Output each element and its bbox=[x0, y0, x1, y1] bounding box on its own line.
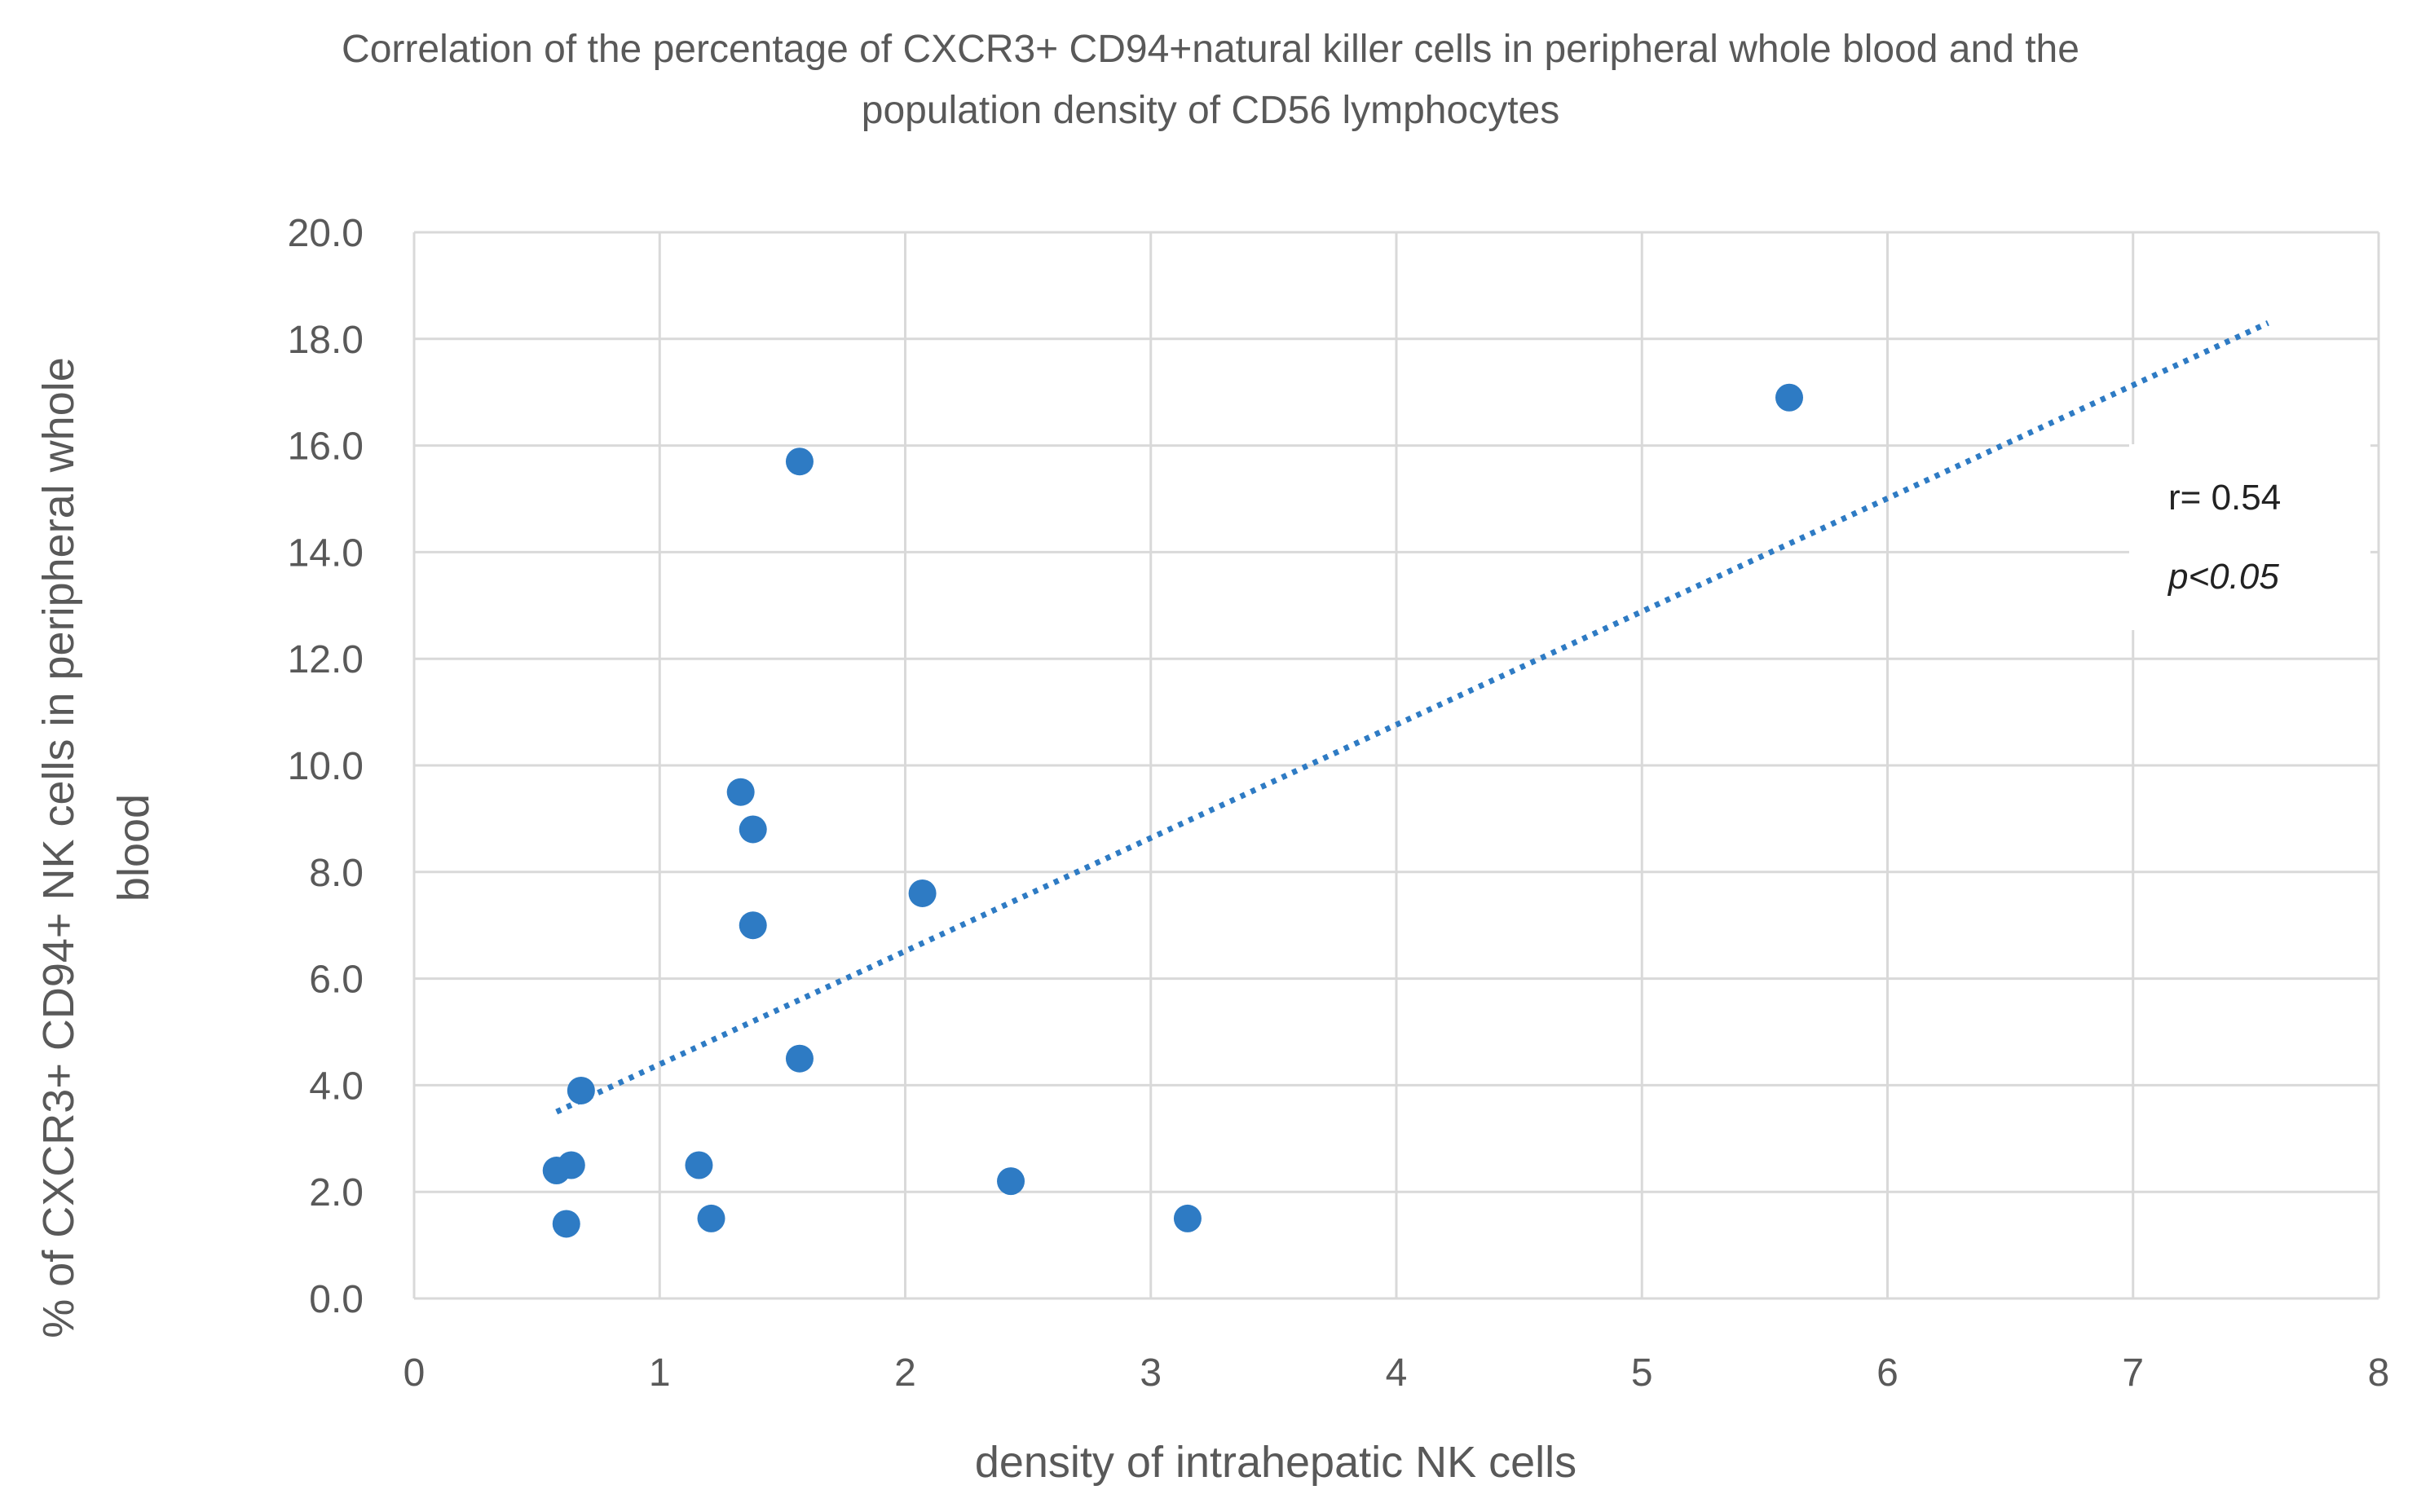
data-point bbox=[1775, 383, 1803, 412]
data-point bbox=[567, 1076, 595, 1104]
x-tick-label: 7 bbox=[2122, 1351, 2144, 1395]
x-tick-label: 5 bbox=[1631, 1351, 1653, 1395]
y-tick-label: 16.0 bbox=[288, 425, 364, 469]
data-point bbox=[785, 447, 814, 476]
y-tick-label: 18.0 bbox=[288, 319, 364, 362]
y-tick-label: 8.0 bbox=[309, 852, 364, 895]
y-tick-label: 20.0 bbox=[288, 212, 364, 255]
trendline bbox=[555, 320, 2269, 1115]
data-point bbox=[557, 1151, 585, 1179]
data-point bbox=[1173, 1204, 1202, 1232]
x-tick-label: 1 bbox=[649, 1351, 671, 1395]
p-value: p<0.05 bbox=[2167, 557, 2279, 597]
annotation-box bbox=[2129, 444, 2370, 630]
y-tick-label: 12.0 bbox=[288, 638, 364, 681]
chart-title-line-2: population density of CD56 lymphocytes bbox=[862, 89, 1559, 132]
chart-title-line-1: Correlation of the percentage of CXCR3+ … bbox=[342, 28, 2079, 71]
y-axis-title-line-2: blood bbox=[109, 794, 158, 901]
y-tick-label: 14.0 bbox=[288, 531, 364, 575]
y-tick-label: 10.0 bbox=[288, 745, 364, 788]
y-tick-label: 4.0 bbox=[309, 1065, 364, 1108]
data-point bbox=[739, 911, 767, 940]
data-point bbox=[997, 1167, 1025, 1196]
x-tick-label: 8 bbox=[2368, 1351, 2390, 1395]
data-points bbox=[542, 383, 1803, 1238]
axis-ticks: 0.0 2.0 4.0 6.0 8.0 10.0 12.0 14.0 16.0 18.0 20.0 0… bbox=[288, 212, 2390, 1395]
x-tick-label: 2 bbox=[894, 1351, 916, 1395]
gridlines bbox=[412, 231, 2380, 1300]
data-point bbox=[726, 778, 755, 806]
data-point bbox=[908, 879, 937, 907]
x-axis-title: density of intrahepatic NK cells bbox=[975, 1438, 1577, 1487]
data-point bbox=[785, 1044, 814, 1073]
data-point bbox=[685, 1151, 713, 1179]
x-tick-label: 4 bbox=[1386, 1351, 1408, 1395]
x-tick-label: 6 bbox=[1876, 1351, 1898, 1395]
x-tick-label: 3 bbox=[1140, 1351, 1162, 1395]
y-tick-label: 6.0 bbox=[309, 959, 364, 1002]
data-point bbox=[552, 1210, 580, 1238]
data-point bbox=[697, 1204, 725, 1232]
x-tick-label: 0 bbox=[404, 1351, 426, 1395]
trendline-group bbox=[555, 320, 2269, 1115]
data-point bbox=[739, 815, 767, 844]
y-axis-title-line-1: % of CXCR3+ CD94+ NK cells in peripheral… bbox=[34, 357, 83, 1338]
correlation-coefficient: r= 0.54 bbox=[2168, 478, 2281, 518]
y-tick-label: 2.0 bbox=[309, 1171, 364, 1214]
y-tick-label: 0.0 bbox=[309, 1278, 364, 1321]
